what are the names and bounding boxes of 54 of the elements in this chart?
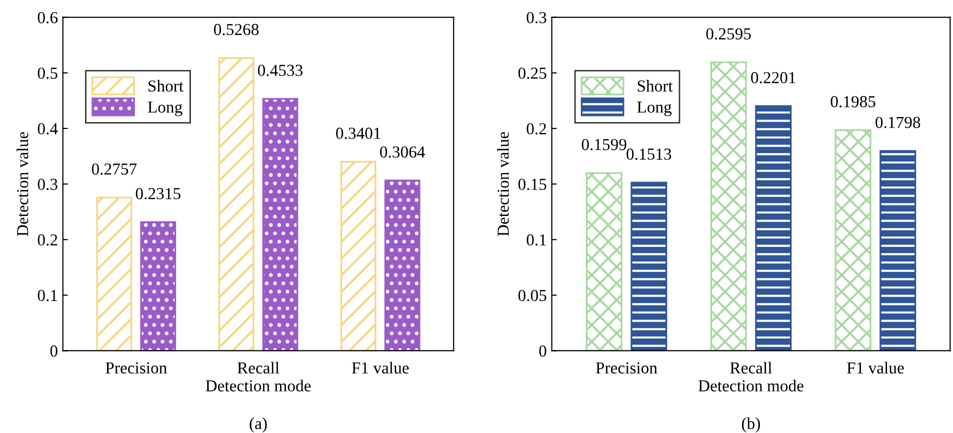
bar (834, 129, 872, 351)
legend-label: Long (637, 102, 672, 116)
data-label: 0.1599 (582, 138, 626, 150)
y-tick-label: 0.05 (518, 290, 546, 302)
x-tick-label: Recall (730, 362, 772, 374)
legend-label: Long (148, 102, 182, 116)
bar (340, 160, 376, 351)
data-label: 0.1798 (876, 116, 920, 128)
y-tick-label: 0 (539, 345, 546, 357)
y-tick-label: 0.5 (38, 68, 58, 79)
bar (218, 57, 254, 351)
data-label: 0.2315 (136, 188, 180, 200)
x-axis-title: Detection mode (698, 380, 804, 392)
y-axis-title: Detection value (497, 132, 509, 236)
data-label: 0.3064 (380, 146, 425, 158)
x-axis-title: Detection mode (206, 380, 311, 392)
y-tick-label: 0.3 (38, 178, 58, 190)
data-label: 0.4533 (258, 64, 303, 76)
y-tick-label: 0.1 (526, 234, 546, 246)
legend-label: Short (638, 80, 673, 92)
x-tick-label: F1 value (847, 362, 904, 374)
data-label: 0.1513 (626, 148, 672, 160)
data-label: 0.2595 (706, 28, 751, 40)
bar (630, 182, 668, 351)
y-tick-label: 0.2 (38, 234, 58, 246)
y-tick-label: 0.25 (518, 68, 546, 79)
bar (710, 61, 747, 351)
y-axis-title: Detection value (16, 132, 28, 236)
bar (96, 196, 132, 351)
data-label: 0.2201 (751, 72, 796, 84)
data-label: 0.5268 (214, 24, 259, 36)
x-tick-label: Precision (596, 362, 658, 374)
bar (755, 105, 792, 351)
data-label: 0.2757 (92, 163, 137, 175)
y-tick-label: 0.4 (38, 123, 58, 134)
text: (b) (742, 417, 760, 433)
y-tick-label: 0.3 (526, 12, 546, 24)
x-tick-label: Recall (237, 362, 280, 374)
bar (140, 221, 176, 351)
bar (586, 172, 622, 351)
bar (880, 150, 916, 351)
x-tick-label: Precision (106, 362, 167, 374)
y-tick-label: 0.1 (38, 290, 58, 302)
data-label: 0.1985 (830, 96, 876, 108)
data-label: 0.3401 (336, 128, 380, 139)
bar (262, 98, 298, 351)
legend-label: Short (148, 80, 184, 92)
y-tick-label: 0.6 (38, 12, 58, 24)
text: (a) (250, 417, 267, 433)
y-tick-label: 0.2 (526, 123, 546, 134)
y-tick-label: 0 (50, 345, 58, 357)
bar (384, 180, 420, 351)
x-tick-label: F1 value (352, 362, 409, 374)
y-tick-label: 0.15 (518, 178, 546, 190)
